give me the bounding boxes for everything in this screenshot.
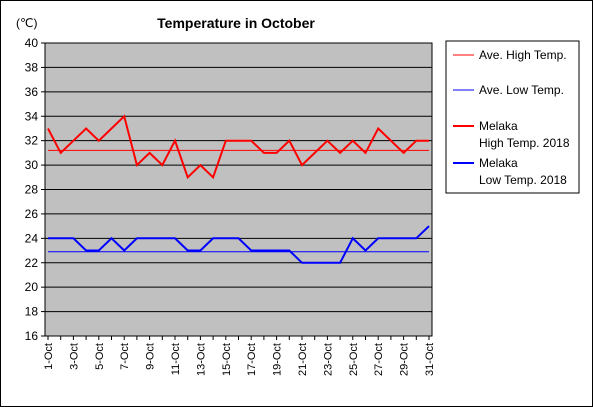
chart-title: Temperature in October (157, 15, 315, 31)
series-line-3 (48, 225, 430, 264)
legend-label: Ave. High Temp. (479, 48, 567, 62)
y-tick-label: 30 (25, 158, 39, 172)
x-tick-label: 11-Oct (170, 343, 182, 375)
y-tick-label: 16 (25, 329, 39, 343)
x-tick-label: 7-Oct (119, 343, 131, 370)
y-tick-label: 40 (25, 36, 39, 50)
legend-label: High Temp. 2018 (479, 136, 570, 150)
legend-label: Melaka (479, 119, 518, 133)
legend-label: Melaka (479, 156, 518, 170)
y-tick-label: 24 (25, 231, 39, 245)
x-tick-label: 15-Oct (221, 343, 233, 376)
x-tick-label: 5-Oct (94, 343, 106, 370)
x-tick-label: 13-Oct (195, 343, 207, 376)
y-tick-label: 20 (25, 280, 39, 294)
legend-label: Low Temp. 2018 (479, 173, 567, 187)
x-tick-label: 27-Oct (373, 343, 385, 376)
x-tick-label: 31-Oct (424, 343, 436, 376)
legend-box (445, 40, 580, 194)
x-tick-label: 21-Oct (297, 343, 309, 376)
x-tick-label: 19-Oct (272, 343, 284, 376)
y-tick-label: 32 (25, 134, 39, 148)
y-tick-label: 28 (25, 183, 39, 197)
x-tick-label: 23-Oct (322, 343, 334, 376)
y-tick-label: 22 (25, 256, 39, 270)
x-tick-label: 3-Oct (68, 343, 80, 370)
y-tick-label: 26 (25, 207, 39, 221)
legend-label: Ave. Low Temp. (479, 83, 564, 97)
y-tick-label: 38 (25, 60, 39, 74)
y-tick-label: 34 (25, 109, 39, 123)
y-tick-label: 18 (25, 305, 39, 319)
x-tick-label: 17-Oct (246, 343, 258, 376)
x-tick-label: 9-Oct (145, 343, 157, 370)
legend: Ave. High Temp. Ave. Low Temp. Melaka High … (445, 40, 580, 194)
plot-area: 40 38 36 34 32 30 28 26 24 22 20 18 16 1-Oct 3-Oct 5-Oc… (25, 36, 436, 376)
series-line-2 (47, 114, 429, 180)
x-tick-label: 25-Oct (348, 343, 360, 376)
x-tick-label: 29-Oct (399, 343, 411, 376)
y-unit-label: (℃) (16, 16, 37, 30)
x-tick-label: 1-Oct (43, 343, 55, 370)
y-tick-label: 36 (25, 85, 39, 99)
